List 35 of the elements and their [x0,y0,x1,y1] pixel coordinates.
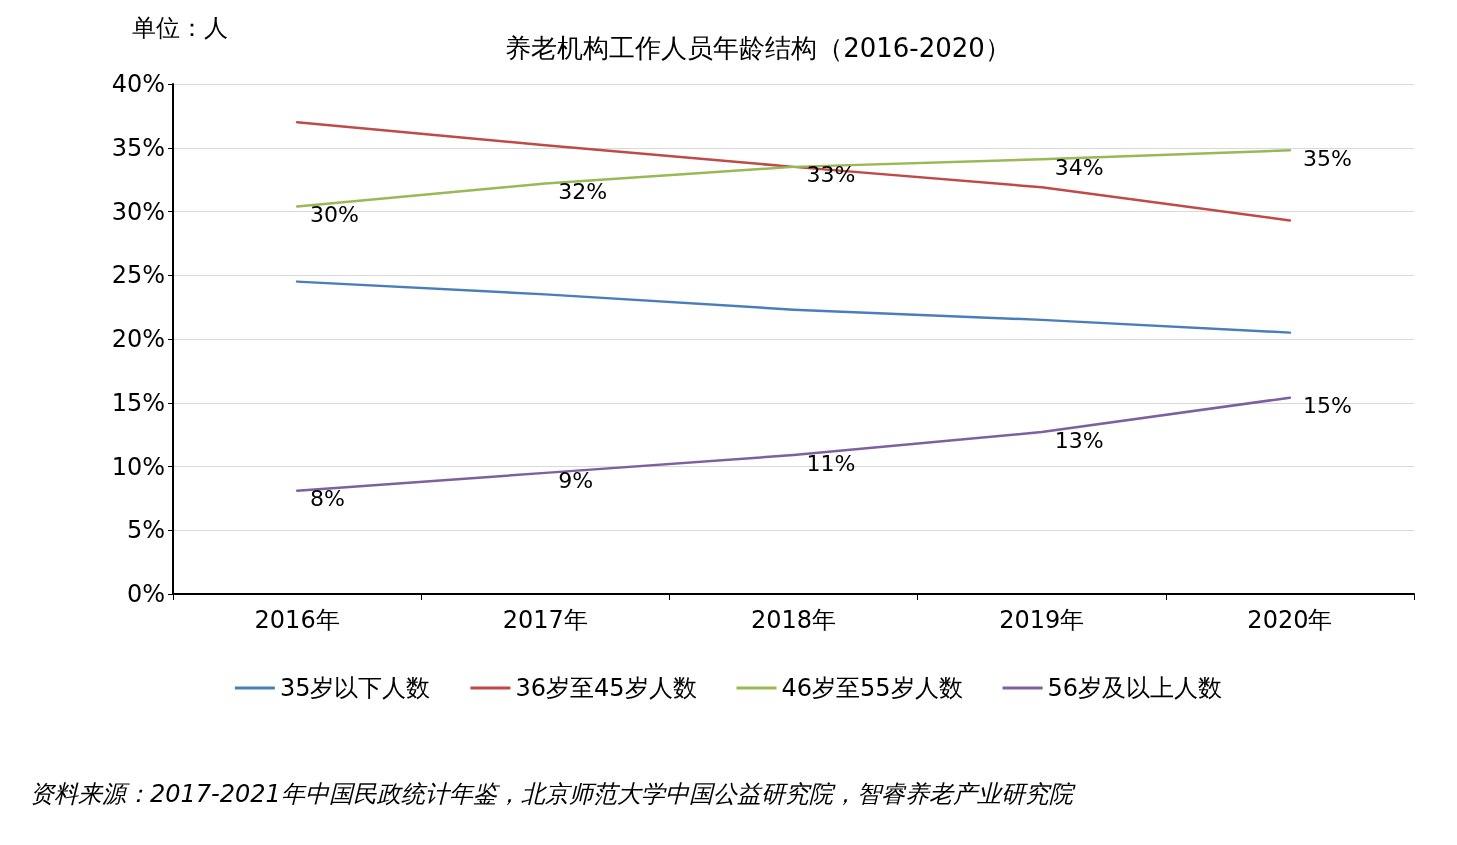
y-tick-label: 0% [126,580,165,608]
y-tick-label: 25% [111,261,165,290]
x-tick-label: 2019年 [999,606,1085,634]
data-label: 15% [1302,393,1352,419]
data-label: 11% [806,450,856,476]
y-tick-label: 40% [111,70,165,98]
y-tick-label: 5% [126,516,165,545]
line-series [295,396,1292,492]
chart-title: 养老机构工作人员年龄结构（2016-2020） [505,33,1011,63]
data-label: 30% [310,201,360,227]
data-label: 8% [310,486,346,512]
text: 资料来源：2017-2021年中国民政统计年鉴，北京师范大学中国公益研究院，智睿养老产业研究院 [30,780,1076,808]
x-tick-label: 2018年 [750,606,837,634]
data-label: 34% [1054,154,1104,180]
line-series [295,121,1292,222]
data-label: 13% [1054,427,1104,453]
text: 单位：人 [132,14,228,42]
data-label: 32% [558,178,608,204]
line-series [295,280,1292,334]
legend-label: 35岁以下人数 [279,674,431,702]
x-tick-label: 2016年 [254,606,340,634]
x-tick-label: 2020年 [1247,606,1333,634]
legend-label: 56岁及以上人数 [1047,674,1223,702]
x-tick-label: 2017年 [502,606,588,634]
y-tick-label: 10% [111,452,165,481]
legend-label: 46岁至55岁人数 [781,674,963,702]
y-tick-label: 35% [111,133,165,162]
y-tick-label: 30% [111,197,165,226]
data-label: 33% [806,162,856,188]
y-tick-label: 20% [111,325,165,353]
data-label: 9% [558,468,594,494]
line-series [295,149,1292,208]
y-tick-label: 15% [111,388,165,417]
legend-label: 36岁至45岁人数 [515,674,697,702]
data-label: 35% [1302,145,1352,171]
